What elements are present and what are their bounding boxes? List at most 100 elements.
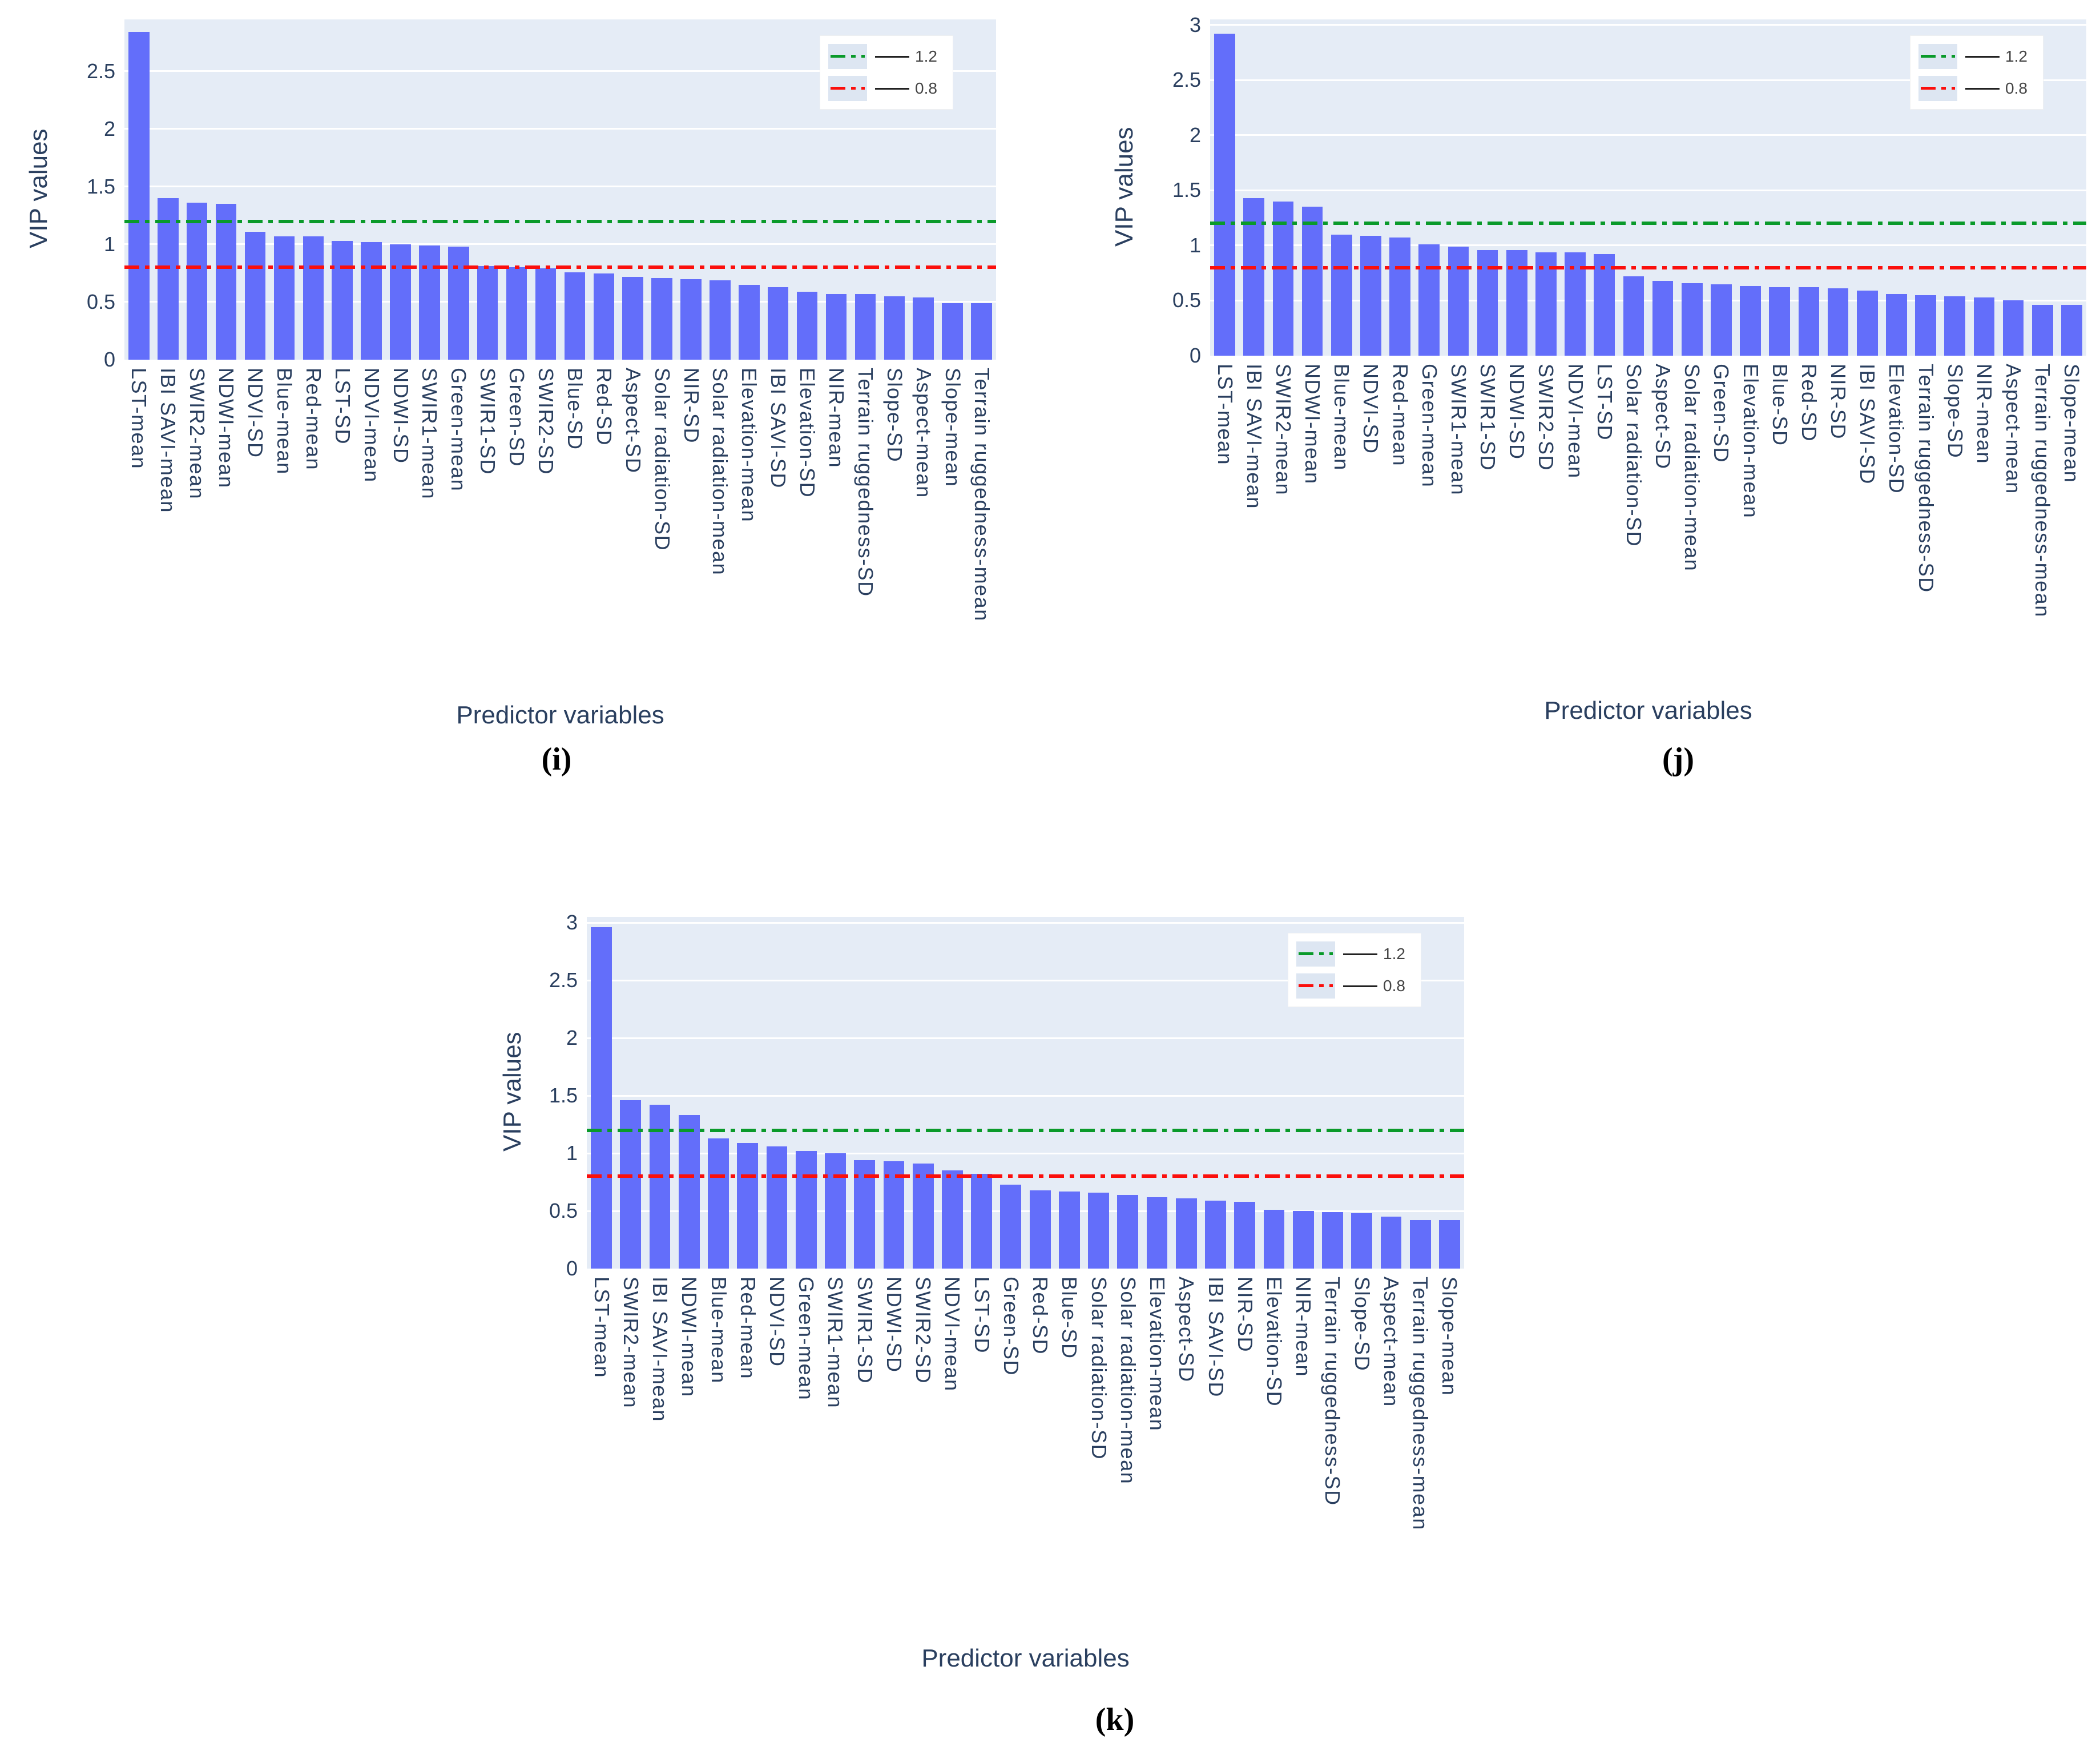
plot-area-j bbox=[1210, 19, 2086, 356]
bar-NDWI-SD bbox=[390, 244, 411, 360]
legend-line-icon bbox=[1343, 985, 1377, 987]
y-tick-label: 0 bbox=[103, 348, 115, 371]
bar-SWIR1-mean bbox=[1448, 246, 1469, 356]
x-tick-label: SWIR1-SD bbox=[853, 1277, 877, 1384]
bar-SWIR2-SD bbox=[1535, 252, 1557, 356]
bar-Red-SD bbox=[1029, 1190, 1051, 1269]
x-tick-label: Blue-SD bbox=[1058, 1277, 1082, 1359]
legend-swatch bbox=[1918, 44, 1957, 69]
bar-NDWI-mean bbox=[215, 204, 237, 360]
gridline-y-2 bbox=[124, 128, 996, 130]
bar-Elevation-SD bbox=[1263, 1210, 1285, 1269]
bar-Aspect-SD bbox=[622, 276, 643, 360]
gridline-y-2.5 bbox=[587, 979, 1464, 981]
y-tick-label: 1 bbox=[566, 1141, 578, 1165]
bar-NIR-SD bbox=[680, 279, 702, 360]
bar-LST-SD bbox=[1594, 254, 1615, 356]
bar-Solar radiation-SD bbox=[1623, 276, 1644, 356]
y-tick-label: 0.5 bbox=[86, 289, 115, 313]
bar-NIR-mean bbox=[825, 293, 847, 360]
legend-swatch bbox=[828, 44, 867, 69]
y-tick-label: 1 bbox=[1189, 233, 1201, 257]
x-axis-title: Predictor variables bbox=[921, 1644, 1130, 1672]
bar-Elevation-mean bbox=[739, 284, 760, 360]
x-tick-label: Green-SD bbox=[999, 1277, 1023, 1376]
x-tick-label: LST-mean bbox=[590, 1277, 614, 1379]
x-tick-label: Slope-SD bbox=[1350, 1277, 1374, 1372]
bar-Aspect-mean bbox=[913, 297, 934, 360]
x-tick-label: LST-SD bbox=[970, 1277, 994, 1354]
bar-Slope-SD bbox=[1351, 1213, 1373, 1269]
bar-IBI SAVI-mean bbox=[649, 1105, 671, 1269]
reference-line-0.8 bbox=[1210, 265, 2086, 269]
legend-item-0.8: 0.8 bbox=[1918, 74, 2028, 103]
legend-label: 0.8 bbox=[1383, 977, 1405, 995]
legend-j: 1.2 0.8 bbox=[1910, 35, 2043, 110]
bar-Green-mean bbox=[795, 1151, 817, 1269]
y-tick-label: 2 bbox=[1189, 123, 1201, 147]
bar-Aspect-SD bbox=[1175, 1198, 1197, 1269]
legend-label: 1.2 bbox=[2005, 47, 2028, 65]
bar-NDVI-mean bbox=[1565, 252, 1586, 356]
bar-Terrain ruggedness-SD bbox=[1915, 295, 1936, 356]
legend-swatch bbox=[1296, 941, 1335, 967]
bar-Blue-mean bbox=[708, 1138, 729, 1269]
bar-Solar radiation-SD bbox=[651, 277, 672, 360]
gridline-y-0.5 bbox=[587, 1210, 1464, 1212]
gridline-y-3 bbox=[1210, 24, 2086, 26]
legend-line-icon bbox=[1965, 55, 2000, 58]
bar-NDVI-SD bbox=[1360, 235, 1381, 356]
bar-NDWI-SD bbox=[883, 1161, 905, 1269]
bar-SWIR1-mean bbox=[825, 1153, 846, 1269]
gridline-y-0.5 bbox=[1210, 299, 2086, 301]
y-tick-label: 0 bbox=[1189, 344, 1201, 367]
bar-Red-mean bbox=[303, 236, 324, 360]
bar-Aspect-mean bbox=[2002, 300, 2024, 356]
x-tick-label: NIR-SD bbox=[1233, 1277, 1257, 1353]
y-tick-label: 3 bbox=[1189, 13, 1201, 37]
bar-Slope-SD bbox=[1944, 296, 1966, 356]
x-tick-label: IBI SAVI-mean bbox=[648, 1277, 672, 1422]
reference-line-1.2 bbox=[1210, 222, 2086, 226]
green-dashdot-line-icon bbox=[1299, 952, 1333, 955]
red-dashdot-line-icon bbox=[1299, 984, 1333, 987]
x-tick-label: NIR-mean bbox=[1292, 1277, 1316, 1378]
reference-line-1.2 bbox=[587, 1128, 1464, 1132]
bar-Green-SD bbox=[506, 267, 527, 360]
bar-Elevation-mean bbox=[1740, 286, 1761, 356]
x-axis-title: Predictor variables bbox=[456, 701, 664, 729]
x-tick-label: SWIR2-mean bbox=[619, 1277, 643, 1409]
gridline-y-2 bbox=[587, 1037, 1464, 1039]
bar-Elevation-mean bbox=[1146, 1197, 1168, 1269]
bar-NIR-mean bbox=[1292, 1211, 1314, 1269]
x-tick-label: Slope-mean bbox=[1438, 1277, 1462, 1396]
bar-NIR-SD bbox=[1827, 288, 1849, 356]
bar-Slope-mean bbox=[942, 303, 963, 360]
gridline-y-2.5 bbox=[124, 70, 996, 73]
bar-LST-mean bbox=[1214, 34, 1235, 356]
bar-IBI SAVI-SD bbox=[1205, 1200, 1226, 1269]
y-tick-label: 1.5 bbox=[1172, 178, 1201, 202]
x-tick-label: IBI SAVI-SD bbox=[1204, 1277, 1228, 1398]
gridline-y-1 bbox=[1210, 244, 2086, 247]
x-tick-label: Solar radiation-SD bbox=[1087, 1277, 1111, 1460]
bar-Green-mean bbox=[448, 247, 469, 360]
bar-SWIR2-mean bbox=[1272, 201, 1294, 356]
bar-Slope-mean bbox=[2061, 305, 2082, 356]
reference-line-0.8 bbox=[124, 265, 996, 269]
y-tick-label: 2.5 bbox=[1172, 68, 1201, 92]
chart-caption-j: (j) bbox=[1662, 742, 1694, 777]
bar-SWIR2-SD bbox=[535, 268, 557, 360]
bar-Elevation-SD bbox=[1886, 293, 1907, 356]
legend-item-0.8: 0.8 bbox=[828, 74, 937, 103]
bar-LST-mean bbox=[128, 32, 150, 360]
legend-label: 0.8 bbox=[2005, 79, 2028, 97]
bar-Blue-mean bbox=[1331, 234, 1352, 356]
bar-NDVI-mean bbox=[942, 1170, 963, 1269]
bar-Red-SD bbox=[593, 273, 615, 360]
bar-Blue-SD bbox=[1058, 1191, 1080, 1269]
x-tick-label: Aspect-mean bbox=[1379, 1277, 1403, 1407]
bar-Terrain ruggedness-mean bbox=[2032, 305, 2053, 356]
green-dashdot-line-icon bbox=[831, 55, 865, 58]
